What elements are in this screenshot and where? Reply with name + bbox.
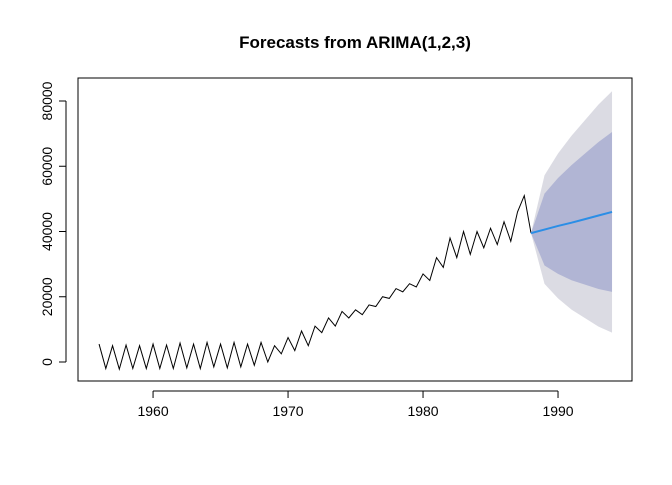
plot-frame bbox=[77, 77, 633, 382]
y-tick-label: 80000 bbox=[39, 81, 55, 120]
x-tick-label: 1990 bbox=[542, 403, 573, 419]
y-tick-label: 40000 bbox=[39, 212, 55, 251]
y-tick-label: 20000 bbox=[39, 277, 55, 316]
x-tick-label: 1980 bbox=[407, 403, 438, 419]
data-line bbox=[98, 193, 532, 372]
y-tick-label: 0 bbox=[39, 358, 55, 366]
y-tick-label: 60000 bbox=[39, 147, 55, 186]
x-tick-label: 1960 bbox=[137, 403, 168, 419]
forecast-line bbox=[530, 210, 613, 235]
chart-title: Forecasts from ARIMA(1,2,3) bbox=[239, 33, 471, 52]
band-80 bbox=[531, 131, 613, 292]
x-tick-label: 1970 bbox=[272, 403, 303, 419]
